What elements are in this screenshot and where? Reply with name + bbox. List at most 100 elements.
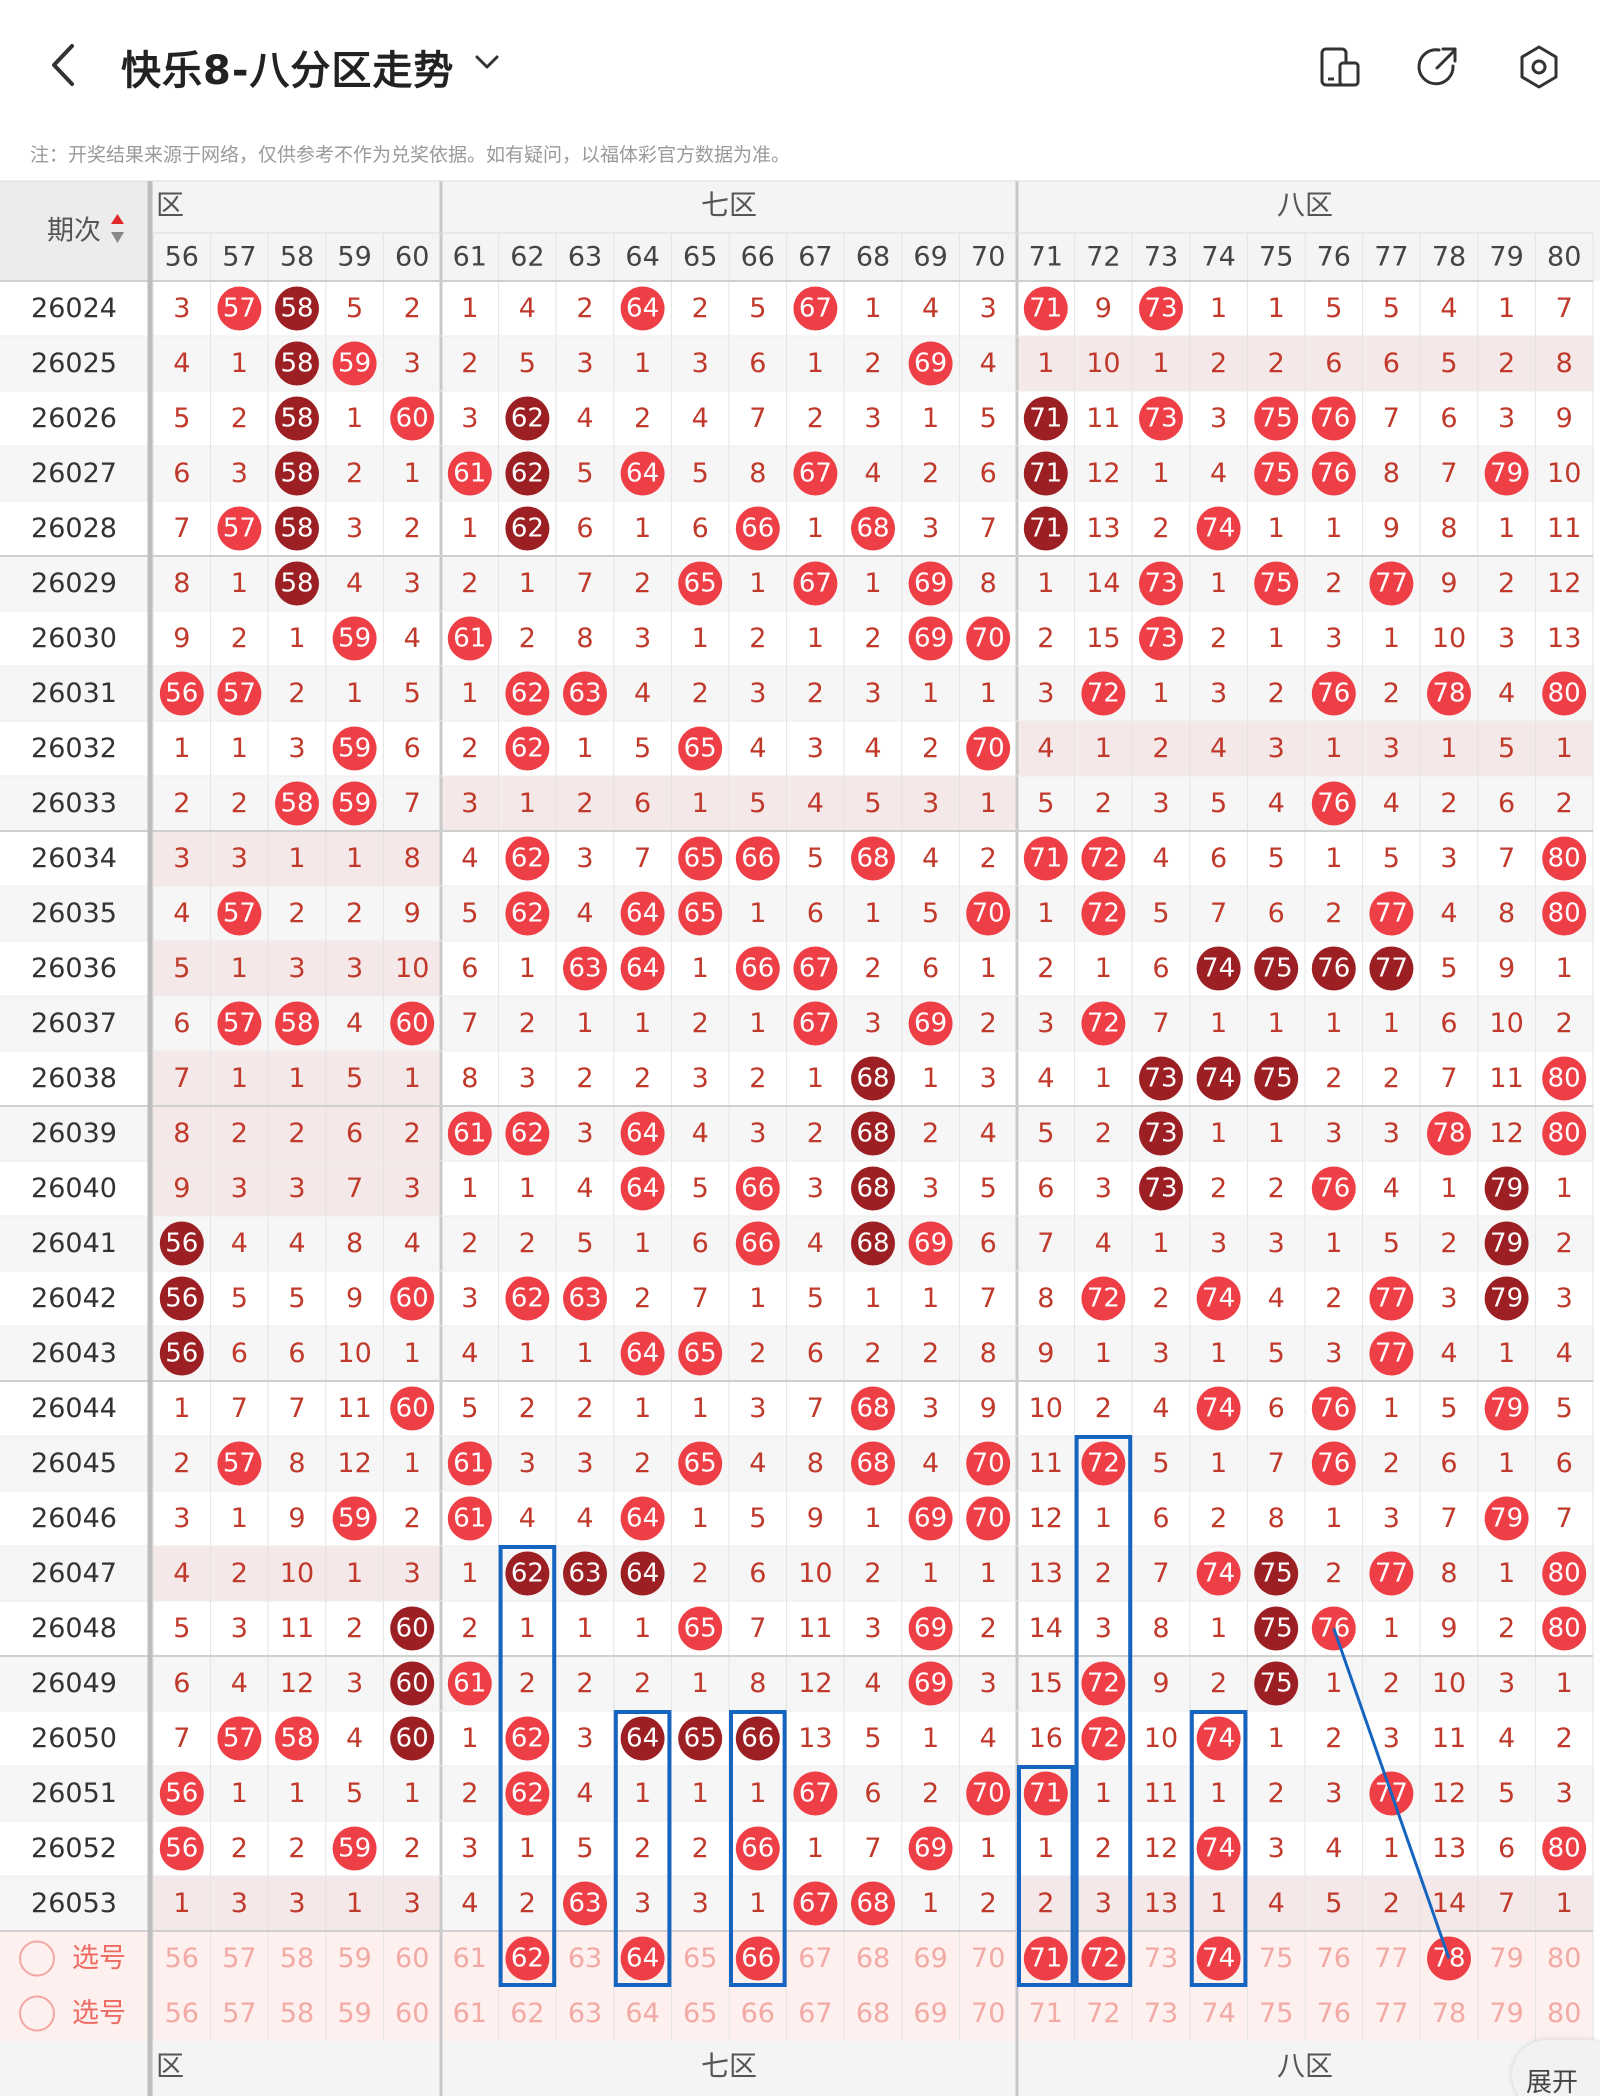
miss-count: 1 [922, 678, 939, 709]
miss-count: 1 [1095, 953, 1112, 984]
miss-count: 1 [1556, 1173, 1573, 1204]
miss-count: 1 [1037, 898, 1054, 929]
miss-count: 3 [1383, 1723, 1400, 1754]
miss-count: 9 [1440, 1613, 1457, 1644]
hit-number: 72 [1087, 1724, 1120, 1754]
miss-count: 3 [922, 1173, 939, 1204]
period-label: 26053 [31, 1888, 117, 1919]
select-ball[interactable] [1196, 1936, 1241, 1981]
miss-count: 3 [1095, 1173, 1112, 1204]
miss-count: 1 [173, 1393, 190, 1424]
miss-count: 4 [346, 1008, 363, 1039]
hit-ball [620, 1111, 665, 1156]
hit-ball [159, 1331, 204, 1376]
miss-count: 8 [288, 1448, 305, 1479]
row-bg [153, 1766, 1593, 1821]
hit-ball [505, 1551, 550, 1596]
hit-ball [620, 286, 665, 331]
page-title[interactable]: 快乐8-八分区走势 [121, 48, 455, 94]
share-icon[interactable] [1415, 44, 1461, 90]
miss-count: 1 [1325, 1503, 1342, 1534]
select-ball[interactable] [620, 1936, 665, 1981]
miss-count: 1 [1498, 1558, 1515, 1589]
expand-button[interactable]: 展开 [1512, 2040, 1600, 2096]
miss-count: 2 [1383, 1668, 1400, 1699]
miss-count: 2 [634, 1448, 651, 1479]
select-ball[interactable] [505, 1936, 550, 1981]
hit-ball [1196, 1056, 1241, 1101]
zone-label-8-footer: 八区 [1277, 2050, 1333, 2083]
miss-count: 1 [1268, 293, 1285, 324]
column-header-74: 74 [1201, 242, 1235, 273]
miss-count: 1 [634, 513, 651, 544]
sort-desc-icon[interactable] [111, 232, 124, 243]
select-radio-icon[interactable] [19, 1940, 55, 1977]
hit-ball [217, 671, 262, 716]
miss-count: 11 [1547, 513, 1581, 544]
miss-count: 1 [1325, 1668, 1342, 1699]
hit-number: 70 [972, 1449, 1005, 1479]
select-radio-icon[interactable] [19, 1995, 55, 2032]
hit-number: 62 [511, 679, 544, 709]
miss-count: 7 [1498, 843, 1515, 874]
hit-number: 64 [626, 899, 659, 929]
hit-number: 62 [511, 514, 544, 544]
hit-number: 71 [1029, 844, 1062, 874]
miss-count: 8 [173, 1118, 190, 1149]
miss-count: 8 [749, 1668, 766, 1699]
hit-ball [678, 1716, 723, 1761]
hit-ball [1542, 1551, 1587, 1596]
miss-count: 3 [749, 1393, 766, 1424]
select-number: 79 [1489, 1943, 1523, 1974]
miss-count: 8 [1440, 1558, 1457, 1589]
device-toggle-icon[interactable] [1318, 44, 1364, 90]
chevron-down-icon[interactable] [474, 52, 500, 72]
miss-count: 3 [346, 1668, 363, 1699]
miss-count: 6 [1556, 1448, 1573, 1479]
back-arrow-icon[interactable] [44, 40, 84, 90]
miss-count: 7 [980, 513, 997, 544]
miss-count: 1 [980, 788, 997, 819]
miss-count: 5 [173, 403, 190, 434]
miss-count: 3 [1037, 678, 1054, 709]
miss-count: 1 [692, 953, 709, 984]
period-cell-bg [0, 1766, 148, 1821]
miss-count: 1 [461, 513, 478, 544]
sort-asc-icon[interactable] [111, 214, 124, 224]
column-header-77: 77 [1374, 242, 1408, 273]
hit-ball [1369, 1551, 1414, 1596]
column-header-66: 66 [741, 242, 775, 273]
miss-count: 6 [980, 458, 997, 489]
miss-count: 4 [1556, 1338, 1573, 1369]
hit-number: 78 [1432, 1119, 1465, 1149]
miss-count: 1 [173, 733, 190, 764]
select-ball[interactable] [735, 1936, 780, 1981]
miss-count: 1 [922, 403, 939, 434]
select-number: 77 [1374, 1943, 1408, 1974]
hit-number: 69 [914, 1504, 947, 1534]
select-number: 80 [1547, 1943, 1581, 1974]
miss-count: 4 [922, 843, 939, 874]
miss-count: 2 [1325, 1558, 1342, 1589]
hit-ball [908, 561, 953, 606]
miss-count: 7 [1152, 1008, 1169, 1039]
miss-count: 2 [1325, 1063, 1342, 1094]
select-ball[interactable] [1023, 1936, 1068, 1981]
hit-ball [1081, 1001, 1126, 1046]
hit-number: 70 [972, 624, 1005, 654]
period-label: 26042 [31, 1283, 117, 1314]
empty-zone-band [153, 831, 441, 886]
hit-ball [275, 396, 319, 441]
miss-count: 4 [1325, 1833, 1342, 1864]
miss-count: 4 [980, 1723, 997, 1754]
select-number: 75 [1259, 1998, 1293, 2029]
disclaimer-notice: 注：开奖结果来源于网络，仅供参考不作为兑奖依据。如有疑问，以福体彩官方数据为准。 [30, 144, 791, 166]
select-ball[interactable] [1081, 1936, 1126, 1981]
hit-number: 70 [972, 1504, 1005, 1534]
miss-count: 2 [1383, 678, 1400, 709]
period-label: 26050 [31, 1723, 117, 1754]
settings-icon[interactable] [1516, 44, 1562, 90]
miss-count: 1 [922, 1723, 939, 1754]
miss-count: 9 [1440, 568, 1457, 599]
hit-number: 77 [1375, 1339, 1408, 1369]
